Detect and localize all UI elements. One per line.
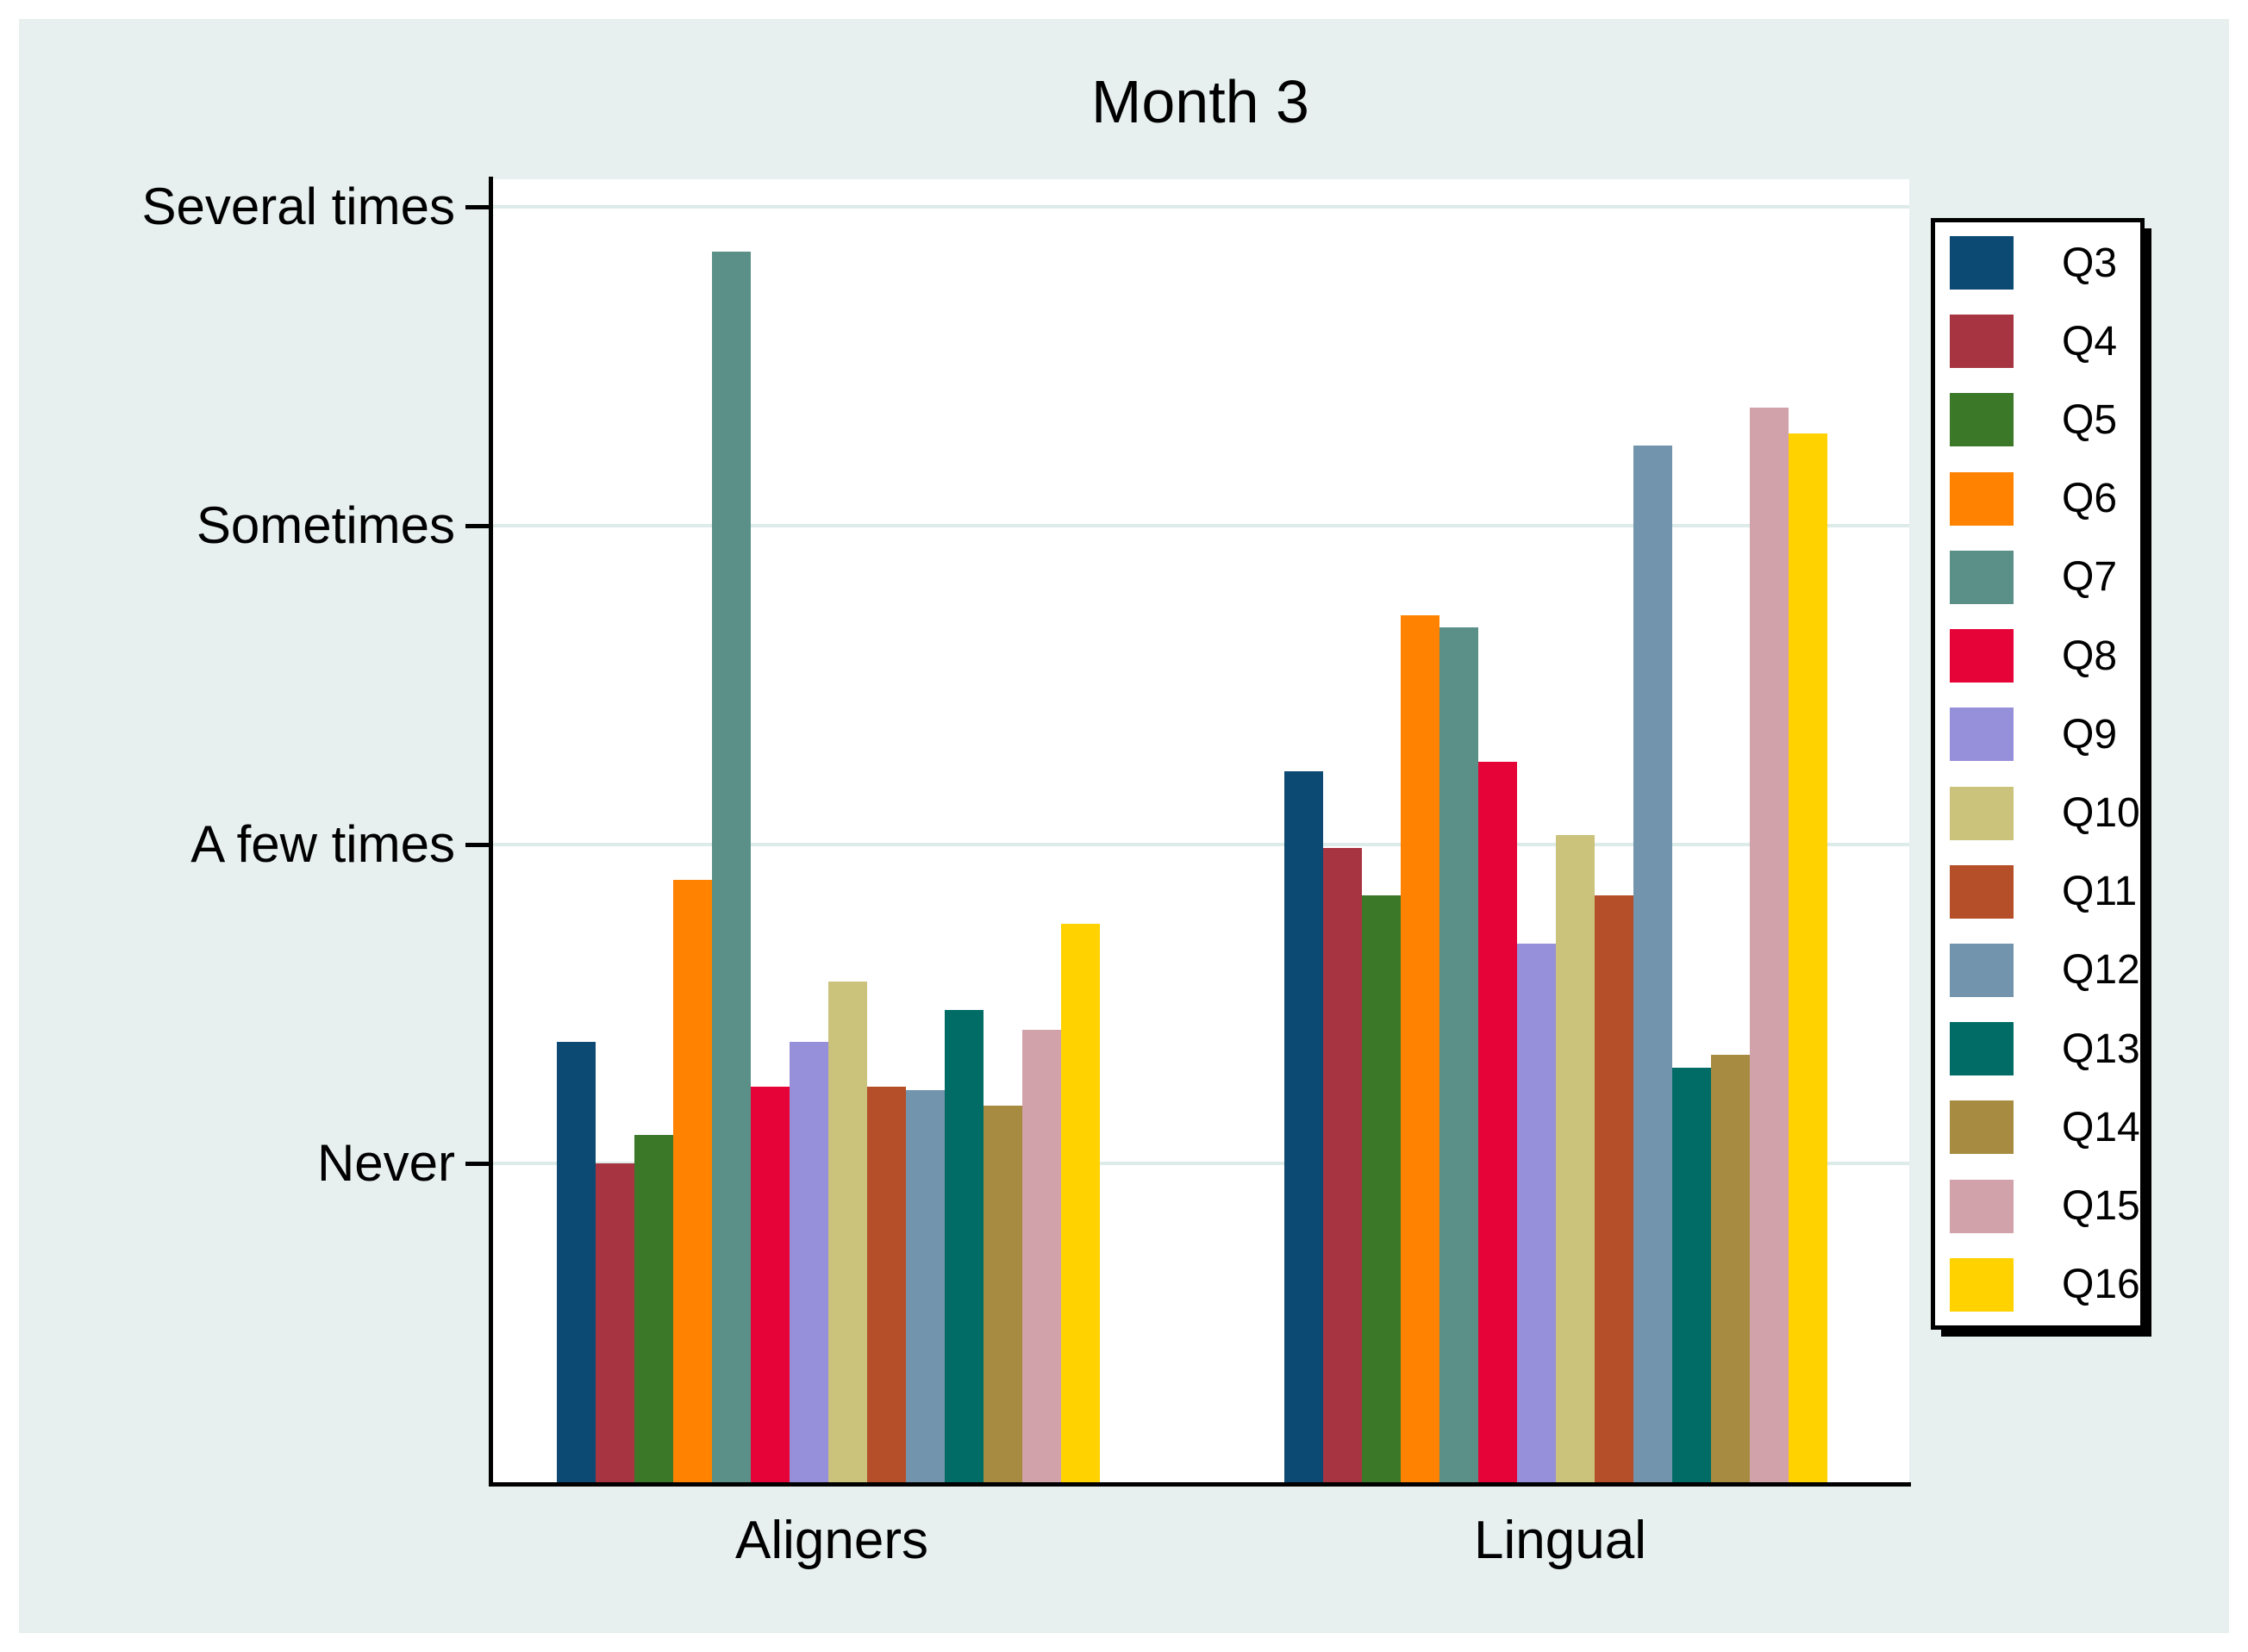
- x-axis-line: [489, 1482, 1911, 1487]
- x-category-label-aligners: Aligners: [735, 1511, 928, 1570]
- legend-label-q15: Q15: [2062, 1183, 2140, 1230]
- legend-item-q5: Q5: [1950, 393, 2140, 447]
- legend-label-q16: Q16: [2062, 1262, 2140, 1308]
- gridline-3: [491, 524, 1909, 527]
- bar-q13-aligners: [945, 1010, 984, 1482]
- legend-item-q8: Q8: [1950, 629, 2140, 683]
- y-tick-label: Sometimes: [196, 496, 455, 554]
- legend-swatch-q14: [1950, 1100, 2014, 1155]
- legend-swatch-q3: [1950, 236, 2014, 290]
- bar-q5-aligners: [634, 1135, 673, 1482]
- legend-swatch-q15: [1950, 1179, 2014, 1233]
- y-tick-mark-4: [465, 205, 491, 209]
- legend-item-q14: Q14: [1950, 1100, 2140, 1155]
- bar-q3-aligners: [557, 1042, 596, 1482]
- y-tick-label: Several times: [141, 178, 455, 235]
- legend-swatch-q9: [1950, 708, 2014, 762]
- y-tick-label: Never: [316, 1134, 455, 1192]
- legend-label-q3: Q3: [2062, 240, 2118, 286]
- bar-q12-aligners: [906, 1090, 945, 1482]
- legend-label-q11: Q11: [2062, 869, 2138, 915]
- legend-swatch-q6: [1950, 471, 2014, 526]
- legend-swatch-q13: [1950, 1022, 2014, 1076]
- legend-swatch-q4: [1950, 315, 2014, 369]
- legend-label-q7: Q7: [2062, 554, 2118, 601]
- bar-q13-lingual: [1672, 1068, 1711, 1482]
- bar-q10-aligners: [828, 982, 867, 1482]
- legend-item-q11: Q11: [1950, 864, 2140, 919]
- legend-swatch-q10: [1950, 786, 2014, 840]
- bar-q11-lingual: [1595, 895, 1633, 1482]
- bar-q9-lingual: [1517, 944, 1556, 1482]
- bar-q15-aligners: [1022, 1030, 1061, 1482]
- gridline-2: [491, 843, 1909, 846]
- bar-q11-aligners: [867, 1087, 906, 1482]
- bar-q4-lingual: [1323, 848, 1362, 1482]
- y-tick-mark-3: [465, 524, 491, 528]
- bar-q3-lingual: [1284, 771, 1323, 1482]
- gridline-1: [491, 1162, 1909, 1165]
- bar-q12-lingual: [1633, 446, 1672, 1482]
- legend-item-q4: Q4: [1950, 315, 2140, 369]
- legend-item-q6: Q6: [1950, 471, 2140, 526]
- legend-item-q16: Q16: [1950, 1257, 2140, 1312]
- legend-label-q5: Q5: [2062, 396, 2118, 443]
- bar-q4-aligners: [596, 1163, 634, 1482]
- bar-q9-aligners: [790, 1042, 828, 1482]
- chart-title: Month 3: [1091, 68, 1309, 135]
- legend-label-q13: Q13: [2062, 1025, 2140, 1072]
- legend-label-q9: Q9: [2062, 711, 2118, 757]
- legend-item-q13: Q13: [1950, 1022, 2140, 1076]
- bar-q7-lingual: [1439, 627, 1478, 1482]
- bar-q6-aligners: [673, 880, 712, 1482]
- bar-q8-aligners: [751, 1087, 790, 1482]
- legend-label-q14: Q14: [2062, 1104, 2140, 1150]
- legend-swatch-q8: [1950, 629, 2014, 683]
- bar-q16-lingual: [1789, 433, 1827, 1482]
- legend-item-q12: Q12: [1950, 943, 2140, 997]
- legend-item-q15: Q15: [1950, 1179, 2140, 1233]
- y-tick-mark-1: [465, 1162, 491, 1166]
- gridline-4: [491, 205, 1909, 209]
- bar-q5-lingual: [1362, 895, 1401, 1482]
- x-category-label-lingual: Lingual: [1474, 1511, 1646, 1570]
- bar-q7-aligners: [712, 252, 751, 1482]
- legend-label-q4: Q4: [2062, 318, 2118, 365]
- legend-item-q7: Q7: [1950, 550, 2140, 604]
- legend-label-q6: Q6: [2062, 476, 2118, 522]
- bar-q16-aligners: [1061, 924, 1100, 1482]
- bar-q6-lingual: [1401, 615, 1439, 1482]
- bar-q15-lingual: [1750, 408, 1789, 1482]
- y-tick-mark-2: [465, 843, 491, 847]
- bar-q14-lingual: [1711, 1055, 1750, 1482]
- legend: Q3 Q4 Q5 Q6 Q7 Q8 Q9 Q10 Q11 Q12 Q13 Q14 Q15 Q16: [1931, 218, 2145, 1330]
- plot-area: [491, 179, 1909, 1482]
- legend-swatch-q5: [1950, 393, 2014, 447]
- legend-swatch-q7: [1950, 550, 2014, 604]
- y-axis-line: [489, 177, 493, 1487]
- legend-label-q12: Q12: [2062, 947, 2140, 994]
- legend-item-q3: Q3: [1950, 236, 2140, 290]
- legend-item-q10: Q10: [1950, 786, 2140, 840]
- legend-label-q10: Q10: [2062, 790, 2140, 837]
- legend-item-q9: Q9: [1950, 708, 2140, 762]
- bar-q8-lingual: [1478, 762, 1517, 1482]
- y-tick-label: A few times: [190, 815, 455, 873]
- legend-swatch-q11: [1950, 864, 2014, 919]
- legend-swatch-q16: [1950, 1257, 2014, 1312]
- legend-swatch-q12: [1950, 943, 2014, 997]
- bar-q10-lingual: [1556, 835, 1595, 1482]
- legend-label-q8: Q8: [2062, 633, 2118, 679]
- bar-q14-aligners: [984, 1106, 1022, 1482]
